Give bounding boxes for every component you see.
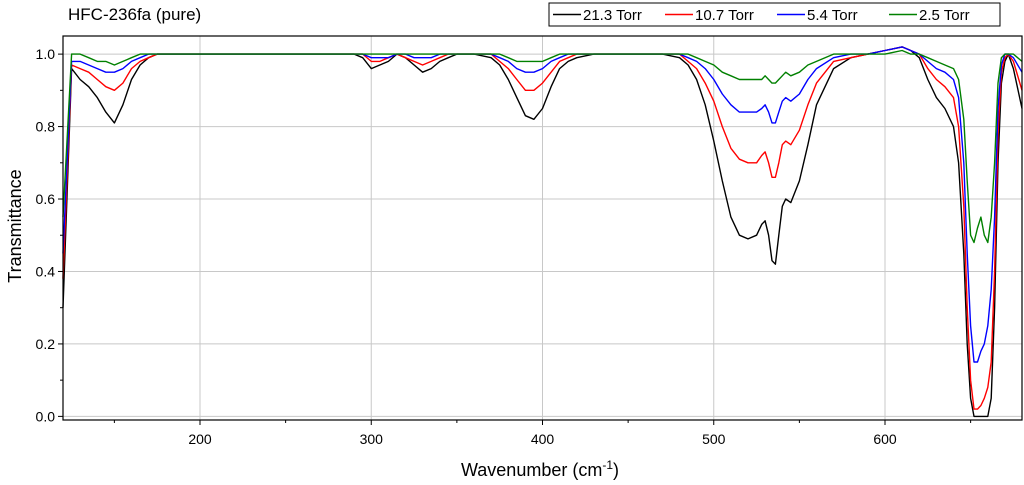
axis-ticks: 200 300 400 500 600 0.0 0.2 0.4 0.6 0.8 1.0 (36, 46, 972, 447)
y-axis-title: Transmittance (5, 169, 25, 282)
x-axis-title-main: Wavenumber (cm (461, 460, 602, 480)
legend: 21.3 Torr 10.7 Torr 5.4 Torr 2.5 Torr (548, 2, 1001, 27)
legend-label-2: 10.7 Torr (695, 7, 754, 24)
y-tick-label: 0.6 (36, 191, 56, 207)
x-tick-label: 500 (702, 431, 726, 447)
legend-label-3: 5.4 Torr (807, 7, 858, 24)
y-tick-label: 0.8 (36, 119, 56, 135)
legend-label-1: 21.3 Torr (583, 7, 642, 24)
chart-title: HFC-236fa (pure) (68, 5, 201, 24)
x-axis-title-superscript: -1 (602, 458, 613, 472)
legend-label-4: 2.5 Torr (919, 7, 970, 24)
x-axis-title: Wavenumber (cm-1) (461, 458, 619, 480)
legend-box (548, 2, 1001, 27)
y-tick-label: 0.4 (36, 263, 56, 279)
x-tick-label: 600 (873, 431, 897, 447)
series-line-4 (62, 49, 1023, 244)
x-tick-label: 200 (188, 431, 212, 447)
series-lines (62, 46, 1023, 418)
x-tick-label: 400 (531, 431, 555, 447)
y-tick-label: 0.0 (36, 408, 56, 424)
x-tick-label: 300 (360, 431, 384, 447)
y-tick-label: 1.0 (36, 46, 56, 62)
y-tick-label: 0.2 (36, 336, 56, 352)
x-axis-title-close: ) (613, 460, 619, 480)
grid-lines (63, 36, 1022, 420)
